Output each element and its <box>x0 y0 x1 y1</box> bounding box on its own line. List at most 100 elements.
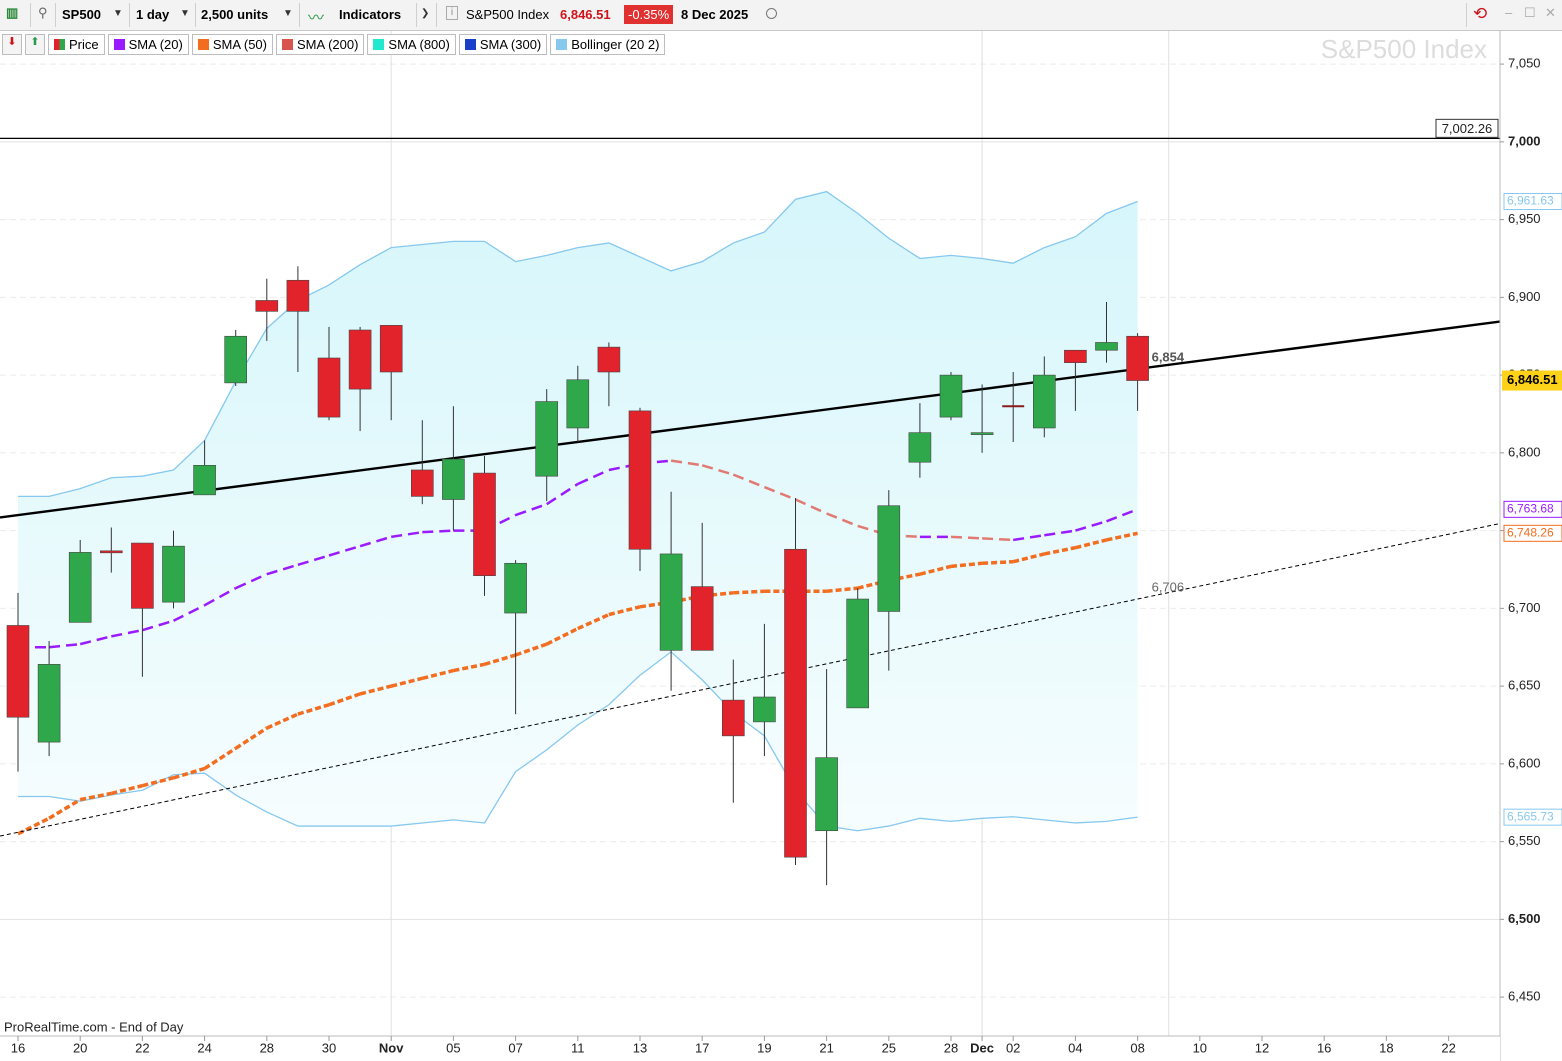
candle-body <box>566 379 590 429</box>
moving-average-segment <box>1043 546 1076 556</box>
indicators-button[interactable]: Indicators <box>339 7 402 22</box>
legend-item[interactable]: SMA (800) <box>367 34 456 55</box>
moving-average-segment <box>919 564 952 576</box>
refresh-icon[interactable]: ⟲ <box>1473 4 1488 23</box>
instrument-name: S&P500 Index <box>466 7 550 22</box>
candle-body <box>37 664 61 743</box>
trendline-label: 6,854 <box>1152 349 1185 364</box>
moving-average-segment <box>701 464 734 476</box>
legend-swatch <box>197 39 209 50</box>
trendline-label: 6,706 <box>1152 579 1185 594</box>
moving-average-segment <box>359 535 392 548</box>
x-tick-label: 24 <box>197 1040 211 1055</box>
moving-average-segment <box>79 635 112 646</box>
chart-type-icon[interactable]: ▥ <box>6 5 19 20</box>
minimize-button[interactable]: – <box>1505 5 1513 20</box>
x-tick-label: 16 <box>11 1040 25 1055</box>
band-lower-label: 6,565.73 <box>1507 809 1554 823</box>
candle-body <box>753 696 776 723</box>
symbol[interactable]: SP500 <box>62 7 102 22</box>
band-lower-label-box <box>1503 808 1562 826</box>
candle-body <box>908 432 932 463</box>
bollinger-lower <box>18 651 1138 832</box>
y-tick-label: 6,950 <box>1508 211 1541 226</box>
y-axis-panel <box>1500 31 1562 1061</box>
moving-average-segment <box>982 537 1014 542</box>
moving-average-segment <box>577 468 610 486</box>
legend-label: SMA (300) <box>479 37 542 52</box>
candle-body <box>970 432 994 435</box>
units[interactable]: 2,500 units <box>201 7 269 22</box>
moving-average-segment <box>203 746 237 771</box>
moving-average-segment <box>359 684 392 696</box>
legend-item[interactable]: SMA (50) <box>191 34 273 55</box>
candle-body <box>286 279 310 312</box>
moving-average-segment <box>608 605 641 617</box>
legend-item[interactable]: Price <box>48 34 105 55</box>
candle-body <box>690 586 714 651</box>
x-tick-label: 04 <box>1068 1040 1082 1055</box>
axes: 6,4506,5006,5506,6006,6506,7006,7506,800… <box>11 56 1562 1055</box>
legend-label: SMA (50) <box>212 37 267 52</box>
x-tick-label: 18 <box>1379 1040 1393 1055</box>
info-icon[interactable]: i <box>446 6 458 20</box>
candle-body <box>255 300 279 312</box>
close-button[interactable]: ✕ <box>1545 5 1556 20</box>
candle-body <box>6 625 30 718</box>
last-price-box <box>1502 370 1562 391</box>
legend-item[interactable]: Bollinger (20 2) <box>550 34 666 55</box>
candle-body <box>131 542 154 609</box>
moving-average-segment <box>577 612 610 631</box>
moving-average-segment <box>328 692 361 707</box>
candle-body <box>410 469 434 497</box>
band-upper-label: 6,961.63 <box>1507 194 1554 208</box>
x-tick-label: 10 <box>1193 1040 1207 1055</box>
alert-icon[interactable]: ⚲ <box>38 5 48 20</box>
candle-body <box>317 357 341 418</box>
x-tick-label: 25 <box>882 1040 896 1055</box>
moving-average-segment <box>546 482 579 506</box>
moving-average-segment <box>111 628 143 638</box>
moving-average-segment <box>48 642 81 649</box>
x-tick-label: Nov <box>379 1040 404 1055</box>
candle-body <box>504 562 527 614</box>
moving-average-segment <box>1106 531 1138 542</box>
candle-body <box>535 401 559 477</box>
y-tick-label: 6,650 <box>1508 678 1541 693</box>
candle-body <box>721 699 745 737</box>
ma-last-label: 6,763.68 <box>1507 502 1554 516</box>
moving-average-segment <box>391 530 423 539</box>
moving-average-segment <box>1075 520 1107 532</box>
legend-item[interactable]: SMA (200) <box>276 34 365 55</box>
move-up-button[interactable]: ⬆ <box>25 34 45 55</box>
legend-item[interactable]: SMA (20) <box>107 34 189 55</box>
bollinger-upper <box>18 190 1138 498</box>
legend-label: SMA (800) <box>388 37 450 52</box>
moving-average-segment <box>390 676 423 688</box>
candle-body <box>379 325 403 373</box>
moving-average-segment <box>982 559 1014 566</box>
indicators-icon[interactable]: 〰 <box>308 10 325 27</box>
maximize-button[interactable]: ☐ <box>1524 5 1536 20</box>
candle-body <box>784 548 807 858</box>
candle-body <box>193 465 216 496</box>
moving-average-segment <box>639 600 672 609</box>
moving-average-segment <box>1074 538 1107 550</box>
moving-average-segment <box>266 563 299 576</box>
candle-body <box>628 410 652 550</box>
legend-item[interactable]: SMA (300) <box>458 34 548 55</box>
move-down-button[interactable]: ⬇ <box>2 34 22 55</box>
legend-swatch <box>54 39 65 50</box>
moving-average-segment <box>172 604 206 622</box>
legend: ⬇ ⬆ Price SMA (20) SMA (50) SMA (200) SMA (8… <box>2 34 666 55</box>
candle-body <box>473 472 496 577</box>
candle-body <box>348 329 372 390</box>
timeframe[interactable]: 1 day <box>136 7 170 22</box>
moving-average-segment <box>483 653 517 667</box>
y-tick-label: 6,550 <box>1508 833 1541 848</box>
moving-average-segment <box>421 668 454 681</box>
x-tick-label: 02 <box>1006 1040 1020 1055</box>
legend-label: Bollinger (20 2) <box>571 37 660 52</box>
moving-average-segment <box>545 627 579 646</box>
